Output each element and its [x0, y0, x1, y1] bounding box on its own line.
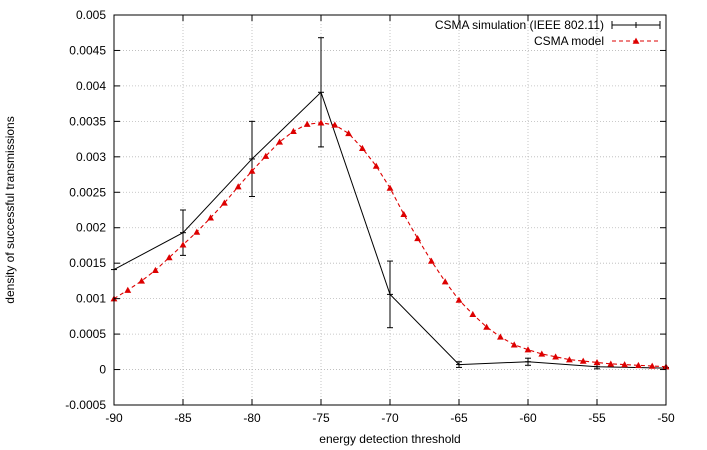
model-point	[635, 361, 642, 369]
model-point	[414, 234, 421, 242]
model-point	[372, 162, 380, 169]
y-tick-label: 0.005	[76, 8, 106, 22]
y-tick-label: 0.003	[76, 150, 106, 164]
model-point	[524, 346, 532, 353]
model-point	[428, 257, 435, 264]
model-point	[359, 144, 366, 152]
model-point	[593, 359, 601, 366]
x-tick-label: -55	[588, 411, 606, 425]
model-point	[262, 152, 270, 159]
model-point	[400, 210, 408, 217]
y-tick-label: 0.001	[76, 292, 106, 306]
model-point	[552, 353, 559, 360]
x-tick-label: -75	[312, 411, 330, 425]
model-point	[152, 266, 159, 273]
model-point	[248, 167, 256, 174]
y-tick-label: 0.0045	[69, 43, 106, 57]
axis-ticks: -90 -85 -80 -75 -70 -65 -60 -55 -50 -0.0005 0 0.000…	[65, 8, 675, 425]
x-tick-label: -65	[450, 411, 468, 425]
model-point	[607, 360, 615, 367]
y-axis-title: density of successful transmissions	[3, 116, 17, 303]
x-tick-label: -50	[657, 411, 675, 425]
model-point	[303, 120, 311, 127]
x-tick-label: -90	[105, 411, 123, 425]
model-point	[221, 199, 228, 206]
x-axis-title: energy detection threshold	[319, 432, 460, 446]
legend-label-simulation: CSMA simulation (IEEE 802.11)	[435, 18, 604, 32]
model-point	[386, 184, 394, 191]
x-tick-label: -80	[243, 411, 261, 425]
y-tick-label: 0.0035	[69, 114, 106, 128]
model-point	[455, 296, 463, 303]
model-point	[538, 350, 546, 357]
model-point	[566, 356, 573, 363]
model-point	[207, 214, 214, 221]
x-tick-label: -85	[174, 411, 192, 425]
model-point	[165, 254, 173, 261]
y-tick-label: 0.004	[76, 79, 106, 93]
x-tick-label: -70	[381, 411, 399, 425]
y-tick-label: 0.0025	[69, 185, 106, 199]
model-point	[331, 121, 339, 128]
model-point	[483, 323, 490, 330]
legend-marker-model	[632, 37, 640, 44]
model-point	[234, 183, 242, 190]
y-tick-label: 0.0015	[69, 256, 106, 270]
model-point	[290, 127, 297, 135]
model-point	[621, 361, 628, 368]
model-point	[345, 130, 352, 137]
y-tick-label: -0.0005	[65, 398, 106, 412]
y-tick-label: 0.0005	[69, 327, 106, 341]
model-point	[138, 277, 145, 284]
model-point	[648, 362, 656, 369]
model-point	[469, 310, 477, 317]
model-point	[441, 278, 449, 285]
model-point	[124, 286, 132, 293]
legend: CSMA simulation (IEEE 802.11) CSMA model	[435, 18, 661, 48]
legend-sample-model	[612, 37, 660, 44]
model-point	[497, 333, 504, 340]
y-tick-label: 0	[99, 363, 106, 377]
x-tick-label: -60	[519, 411, 537, 425]
model-point	[276, 138, 283, 145]
y-tick-label: 0.002	[76, 221, 106, 235]
model-point	[510, 341, 518, 348]
legend-sample-simulation	[611, 21, 661, 29]
legend-label-model: CSMA model	[534, 34, 604, 48]
model-point	[179, 241, 187, 248]
model-point	[579, 357, 587, 364]
model-point	[193, 228, 201, 235]
series-layer	[110, 37, 670, 370]
grid-lines	[113, 14, 667, 406]
model-point	[317, 119, 325, 126]
